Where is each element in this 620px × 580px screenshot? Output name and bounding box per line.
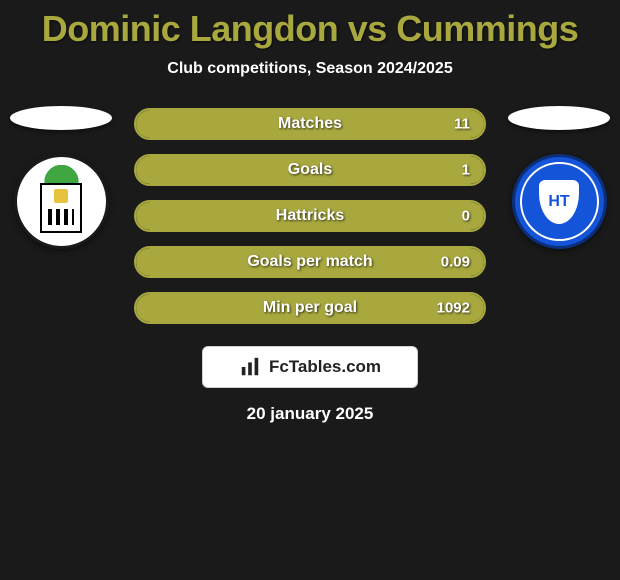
stat-row-matches: Matches 11 [134, 108, 486, 140]
right-player-column: HT [504, 106, 614, 249]
page-title: Dominic Langdon vs Cummings [0, 8, 620, 50]
stat-value: 1 [462, 162, 470, 179]
stat-value: 0 [462, 208, 470, 225]
stat-row-min-per-goal: Min per goal 1092 [134, 292, 486, 324]
stat-value: 1092 [437, 300, 470, 317]
date-text: 20 january 2025 [247, 404, 374, 424]
comparison-card: Dominic Langdon vs Cummings Club competi… [0, 0, 620, 424]
stat-row-goals: Goals 1 [134, 154, 486, 186]
stat-label: Matches [278, 115, 342, 133]
stat-value: 0.09 [441, 254, 470, 271]
content-row: Matches 11 Goals 1 Hattricks 0 Goals per… [0, 106, 620, 324]
stat-label: Goals [288, 161, 332, 179]
stat-label: Hattricks [276, 207, 344, 225]
stat-label: Min per goal [263, 299, 357, 317]
footer: FcTables.com 20 january 2025 [0, 346, 620, 424]
brand-text: FcTables.com [269, 357, 381, 377]
left-player-column [6, 106, 116, 249]
stat-row-goals-per-match: Goals per match 0.09 [134, 246, 486, 278]
left-player-silhouette [10, 106, 112, 130]
bar-chart-icon [239, 356, 261, 378]
right-player-silhouette [508, 106, 610, 130]
stat-label: Goals per match [247, 253, 372, 271]
badge-ring [520, 162, 599, 241]
shield-icon [40, 183, 82, 233]
right-team-badge: HT [512, 154, 607, 249]
stat-value: 11 [454, 116, 470, 133]
page-subtitle: Club competitions, Season 2024/2025 [0, 60, 620, 78]
brand-link[interactable]: FcTables.com [202, 346, 418, 388]
stats-list: Matches 11 Goals 1 Hattricks 0 Goals per… [134, 106, 486, 324]
left-team-badge [14, 154, 109, 249]
stat-row-hattricks: Hattricks 0 [134, 200, 486, 232]
